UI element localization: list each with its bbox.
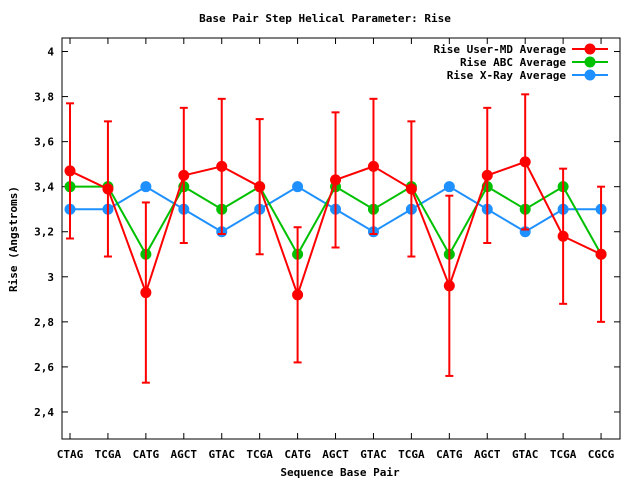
x-tick-label: TCGA xyxy=(95,448,122,461)
y-tick-label: 3,2 xyxy=(34,226,54,239)
data-point xyxy=(254,181,266,193)
data-point xyxy=(367,160,379,172)
data-point xyxy=(443,280,455,292)
legend-label: Rise ABC Average xyxy=(460,56,566,69)
x-tick-label: GTAC xyxy=(208,448,235,461)
x-tick-label: CATG xyxy=(133,448,160,461)
y-tick-label: 3,6 xyxy=(34,136,54,149)
data-point xyxy=(102,183,114,195)
x-tick-label: CTAG xyxy=(57,448,84,461)
y-axis: 2,4 2,6 2,8 3 3,2 3,4 3,6 3,8 4 xyxy=(34,46,620,419)
chart-title: Base Pair Step Helical Parameter: Rise xyxy=(199,12,451,25)
data-point xyxy=(481,169,493,181)
y-tick-label: 4 xyxy=(47,46,54,59)
data-point xyxy=(64,165,76,177)
plot-area xyxy=(61,37,621,440)
x-tick-label: GTAC xyxy=(512,448,539,461)
legend-label: Rise User-MD Average xyxy=(434,43,567,56)
y-tick-label: 2,6 xyxy=(34,361,54,374)
data-point xyxy=(330,174,342,186)
legend-label: Rise X-Ray Average xyxy=(447,69,567,82)
x-axis-title: Sequence Base Pair xyxy=(280,466,400,479)
y-tick-label: 2,8 xyxy=(34,316,54,329)
data-point xyxy=(140,181,152,193)
data-point xyxy=(443,181,455,193)
data-point xyxy=(292,181,304,193)
x-tick-label: CGCG xyxy=(588,448,615,461)
x-tick-label: TCGA xyxy=(550,448,577,461)
x-tick-label: CATG xyxy=(436,448,463,461)
x-tick-label: CATG xyxy=(284,448,311,461)
series-0 xyxy=(64,93,607,384)
y-tick-label: 3 xyxy=(47,271,54,284)
x-tick-label: TCGA xyxy=(246,448,273,461)
data-point xyxy=(216,160,228,172)
legend-marker xyxy=(584,69,596,81)
data-point xyxy=(405,183,417,195)
x-tick-label: AGCT xyxy=(322,448,349,461)
data-point xyxy=(140,287,152,299)
data-point xyxy=(292,289,304,301)
x-tick-label: AGCT xyxy=(171,448,198,461)
x-tick-label: AGCT xyxy=(474,448,501,461)
x-tick-label: GTAC xyxy=(360,448,387,461)
series-layer xyxy=(64,93,607,384)
data-point xyxy=(595,248,607,260)
x-axis: CTAG TCGA CATG AGCT GTAC TCGA CATG AGCT GTAC TCGA… xyxy=(57,38,615,461)
data-point xyxy=(178,169,190,181)
y-axis-title: Rise (Angstroms) xyxy=(7,186,20,292)
data-point xyxy=(557,230,569,242)
data-point xyxy=(519,156,531,168)
y-tick-label: 2,4 xyxy=(34,406,54,419)
legend-marker xyxy=(584,56,596,68)
y-tick-label: 3,4 xyxy=(34,181,54,194)
legend-marker xyxy=(584,43,596,55)
x-tick-label: TCGA xyxy=(398,448,425,461)
y-tick-label: 3,8 xyxy=(34,91,54,104)
